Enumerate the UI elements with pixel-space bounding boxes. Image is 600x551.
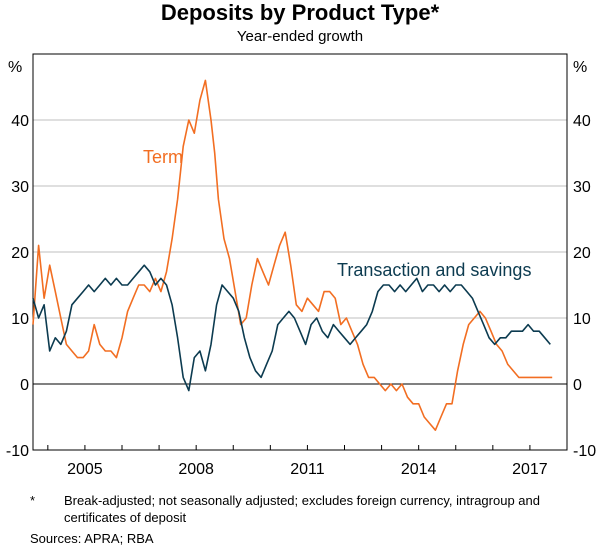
x-tick-label: 2008 [178, 461, 214, 478]
chart-subtitle: Year-ended growth [236, 28, 364, 45]
x-tick-label: 2011 [290, 461, 325, 478]
y-axis-unit-right: % [573, 59, 587, 76]
y-tick-label-right: 40 [573, 113, 591, 130]
chart-svg: -10 -10 0 0 10 10 20 20 30 30 40 40 2005 2008 2011 2014… [6, 53, 596, 478]
plot-frame [32, 53, 568, 451]
y-tick-label-left: -10 [6, 443, 29, 460]
x-tick-label: 2014 [401, 461, 437, 478]
x-tick-label: 2005 [67, 461, 103, 478]
y-tick-label-right: 30 [573, 179, 591, 196]
transaction-savings-series-line [32, 264, 551, 392]
y-tick-label-right: 0 [573, 377, 582, 394]
x-tick-label: 2017 [512, 461, 548, 478]
footnote-text: Break-adjusted; not seasonally adjusted;… [64, 493, 540, 525]
term-series-line [32, 79, 553, 432]
footnote-marker: * [30, 493, 36, 508]
y-axis-unit-left: % [8, 59, 22, 76]
y-tick-label-right: -10 [573, 443, 596, 460]
chart-title: Deposits by Product Type* [160, 0, 440, 25]
y-tick-label-left: 10 [11, 311, 29, 328]
y-tick-label-right: 20 [573, 245, 591, 262]
y-tick-label-left: 40 [11, 113, 29, 130]
y-tick-label-left: 20 [11, 245, 29, 262]
y-tick-label-left: 0 [20, 377, 29, 394]
y-tick-label-right: 10 [573, 311, 591, 328]
y-tick-label-left: 30 [11, 179, 29, 196]
transaction-savings-series-label: Transaction and savings [337, 260, 531, 280]
sources: Sources: APRA; RBA [30, 531, 154, 546]
term-series-label: Term [143, 147, 183, 167]
